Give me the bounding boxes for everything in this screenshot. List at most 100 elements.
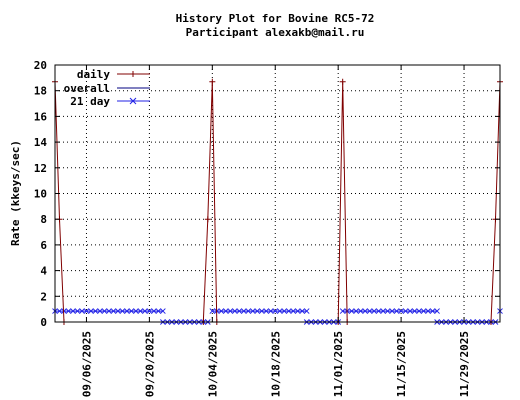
y-tick-label: 2 bbox=[40, 290, 47, 303]
series-21day-point bbox=[294, 308, 301, 314]
legend-samples bbox=[117, 71, 150, 105]
series-21day-point bbox=[56, 308, 63, 314]
series-21day-point bbox=[366, 308, 373, 314]
series-21day-point bbox=[384, 308, 391, 314]
series-daily-line bbox=[54, 81, 501, 323]
series-21day-point bbox=[339, 308, 346, 314]
series-21day-point bbox=[79, 308, 85, 314]
y-tick-label: 16 bbox=[34, 110, 48, 123]
series-21day-point bbox=[218, 308, 225, 314]
y-tick-label: 14 bbox=[34, 136, 48, 149]
y-tick-label: 20 bbox=[34, 59, 47, 72]
series-21day-point bbox=[420, 308, 427, 314]
x-tick-label: 10/04/2025 bbox=[206, 331, 219, 397]
series-21day-point bbox=[429, 308, 436, 314]
series-21day-point bbox=[101, 308, 108, 314]
series-21day-point bbox=[416, 308, 422, 314]
legend-marker-daily bbox=[130, 71, 136, 77]
y-tick-label: 8 bbox=[40, 213, 47, 226]
series-21day-point bbox=[362, 308, 369, 314]
legend: daily overall 21 day bbox=[64, 68, 150, 108]
series-21day-point bbox=[425, 308, 431, 314]
series-21day-point bbox=[133, 308, 139, 314]
x-tick-label: 09/20/2025 bbox=[143, 331, 156, 397]
series-21day-point bbox=[65, 308, 72, 314]
series-21day-point bbox=[393, 308, 400, 314]
series-21day-point bbox=[231, 308, 238, 314]
series-21day-point bbox=[222, 308, 229, 314]
series-21day-point bbox=[411, 308, 418, 314]
series-21day-point bbox=[74, 308, 81, 314]
y-tick-label: 10 bbox=[34, 188, 47, 201]
series-21day-point bbox=[285, 308, 292, 314]
y-tick-label: 12 bbox=[34, 162, 47, 175]
series-21day-point bbox=[281, 308, 288, 314]
series-21day-point bbox=[299, 308, 306, 314]
series-daily-point bbox=[209, 78, 216, 85]
axis-layer: 0 2 4 6 8 10 12 14 16 18 20 09/06/2025 09/20/2025 10/… bbox=[34, 59, 501, 397]
series-21day-point bbox=[142, 308, 148, 314]
y-axis-label: Rate (kkeys/sec) bbox=[9, 140, 22, 246]
series-21day-point bbox=[267, 308, 274, 314]
series-daily bbox=[52, 78, 503, 325]
y-tick-label: 6 bbox=[40, 239, 47, 252]
legend-label-21day: 21 day bbox=[70, 95, 110, 108]
legend-label-overall: overall bbox=[64, 82, 110, 95]
series-21day-point bbox=[353, 308, 360, 314]
series-21day-point bbox=[115, 308, 121, 314]
series-21day-point bbox=[249, 308, 256, 314]
series-21day-point bbox=[290, 308, 297, 314]
chart-subtitle: Participant alexakb@mail.ru bbox=[186, 26, 365, 39]
legend-label-daily: daily bbox=[77, 68, 110, 81]
series-21day-point bbox=[160, 308, 166, 314]
series-21day-point bbox=[119, 308, 126, 314]
series-21day-point bbox=[402, 308, 409, 314]
series-21day-point bbox=[70, 308, 76, 314]
series-21day-point bbox=[151, 308, 157, 314]
x-tick-label: 09/06/2025 bbox=[80, 331, 93, 397]
series-21day-point bbox=[227, 308, 234, 314]
series-daily-point bbox=[339, 78, 346, 85]
series-21day-point bbox=[276, 308, 283, 314]
x-tick-label: 11/15/2025 bbox=[395, 331, 408, 397]
series-21day-point bbox=[97, 308, 103, 314]
series-21day-point bbox=[88, 308, 94, 314]
series-21day-point bbox=[124, 308, 130, 314]
series-21day-point bbox=[407, 308, 413, 314]
series-21day-point bbox=[398, 308, 404, 314]
series-21day-point bbox=[303, 308, 310, 314]
series-21day-point bbox=[371, 308, 377, 314]
y-tick-label: 0 bbox=[40, 316, 47, 329]
series-21day-point bbox=[263, 308, 270, 314]
series-21day-point bbox=[110, 308, 117, 314]
series-21day-point bbox=[245, 308, 252, 314]
series-21day-point bbox=[209, 308, 216, 314]
x-tick-label: 11/01/2025 bbox=[332, 331, 345, 397]
series-21day-point bbox=[389, 308, 395, 314]
series-daily-point bbox=[204, 216, 211, 223]
x-tick-label: 10/18/2025 bbox=[269, 331, 282, 397]
y-tick-label: 4 bbox=[40, 265, 47, 278]
x-tick-label: 11/29/2025 bbox=[458, 331, 471, 397]
series-21day-point bbox=[92, 308, 99, 314]
y-tick-label: 18 bbox=[34, 85, 47, 98]
series-21day-point bbox=[357, 308, 364, 314]
series-21day-point bbox=[146, 308, 153, 314]
series-21day-point bbox=[137, 308, 144, 314]
series-21day-point bbox=[106, 308, 112, 314]
series-21day-point bbox=[272, 308, 279, 314]
grid-layer bbox=[55, 65, 500, 322]
series-21day-point bbox=[434, 308, 440, 314]
series-layer bbox=[52, 78, 503, 325]
series-21day-point bbox=[380, 308, 386, 314]
series-21day-point bbox=[240, 308, 247, 314]
series-21day-point bbox=[375, 308, 382, 314]
series-21day-point bbox=[83, 308, 90, 314]
series-21day-point bbox=[236, 308, 243, 314]
series-21day-point bbox=[155, 308, 162, 314]
series-21day-point bbox=[254, 308, 261, 314]
plot-frame bbox=[54, 64, 501, 323]
series-21day-point bbox=[128, 308, 135, 314]
series-21day-point bbox=[258, 308, 265, 314]
